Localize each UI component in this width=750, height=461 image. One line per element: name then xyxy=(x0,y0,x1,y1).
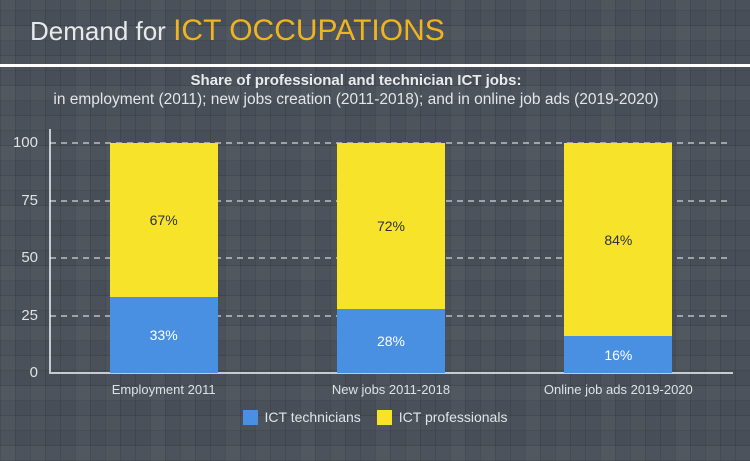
bar-0: 67% 33% xyxy=(109,143,218,373)
page-title-highlight: ICT OCCUPATIONS xyxy=(173,14,445,47)
bar-segment-ict-technicians: 28% xyxy=(337,308,445,373)
legend-label: ICT technicians xyxy=(264,409,361,425)
chart-subtitle-line2: in employment (2011); new jobs creation … xyxy=(53,91,659,108)
y-axis-labels: 0 25 50 75 100 xyxy=(0,134,38,381)
page-title-prefix: Demand for xyxy=(30,16,174,46)
bar-value-label: 16% xyxy=(604,346,633,363)
chart-subtitle-line1: Share of professional and technician ICT… xyxy=(190,72,522,89)
bar-2: 84% 16% xyxy=(564,143,673,373)
y-tick-label-0: 0 xyxy=(29,364,38,381)
bar-value-label: 67% xyxy=(149,212,178,229)
page-title: Demand for ICT OCCUPATIONS xyxy=(30,14,445,48)
y-axis-line xyxy=(49,129,51,374)
x-category-label-0: Employment 2011 xyxy=(111,382,216,397)
bar-segment-ict-technicians: 16% xyxy=(564,336,673,373)
bar-segment-ict-technicians: 33% xyxy=(109,297,218,373)
bar-1: 72% 28% xyxy=(337,143,445,373)
bar-segment-ict-professionals: 67% xyxy=(109,143,218,298)
bar-value-label: 33% xyxy=(149,327,178,344)
legend-label: ICT professionals xyxy=(398,409,508,425)
x-category-label-2: Online job ads 2019-2020 xyxy=(543,382,693,397)
chart-legend: ICT technicians ICT professionals xyxy=(0,409,750,425)
chart-subtitle: Share of professional and technician ICT… xyxy=(5,71,707,109)
y-tick-label-50: 50 xyxy=(21,249,38,266)
legend-swatch-icon xyxy=(376,409,392,425)
bar-value-label: 72% xyxy=(376,217,406,234)
x-axis-line xyxy=(49,372,733,374)
header-divider xyxy=(0,64,750,67)
x-category-label-1: New jobs 2011-2018 xyxy=(331,382,451,397)
bar-segment-ict-professionals: 84% xyxy=(564,143,673,337)
bar-value-label: 28% xyxy=(376,332,406,349)
y-tick-label-75: 75 xyxy=(21,191,38,209)
legend-item-ict-technicians: ICT technicians xyxy=(242,409,361,425)
bar-value-label: 84% xyxy=(604,231,633,248)
x-axis-labels: Employment 2011 New jobs 2011-2018 Online … xyxy=(50,382,732,400)
y-tick-label-100: 100 xyxy=(12,134,38,151)
plot-area: 67% 33% 72% 28% 84% 16% xyxy=(50,142,732,373)
y-tick-label-25: 25 xyxy=(21,306,38,324)
legend-swatch-icon xyxy=(242,409,258,425)
legend-item-ict-professionals: ICT professionals xyxy=(376,409,508,425)
bar-segment-ict-professionals: 72% xyxy=(337,143,445,309)
